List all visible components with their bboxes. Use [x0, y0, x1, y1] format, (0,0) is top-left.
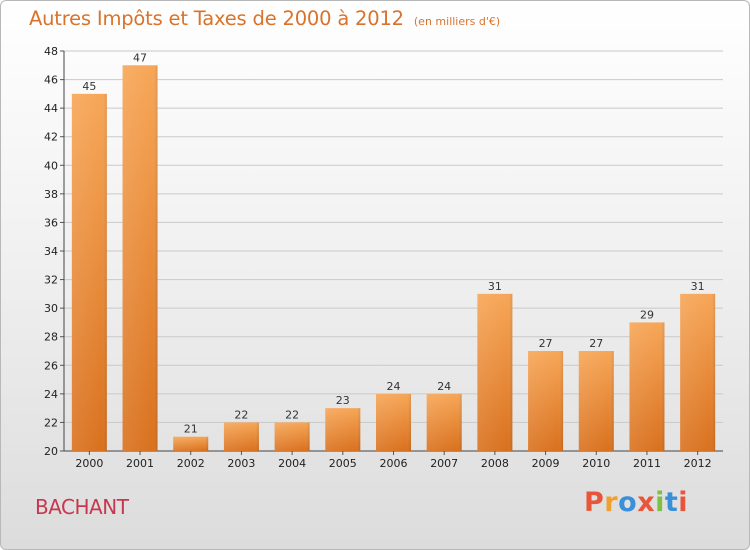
y-tick-label: 24: [44, 388, 58, 401]
data-label-2000: 45: [82, 80, 96, 93]
bar-shade-2001: [122, 65, 158, 452]
x-tick-label-2006: 2006: [380, 457, 408, 470]
bar-shade-2003: [223, 422, 259, 451]
commune-name: BACHANT: [35, 495, 129, 519]
data-labels: 45 47 21 22 22 23 24 24 31 27 27 29 31: [82, 51, 704, 435]
y-tick-label: 20: [44, 445, 58, 458]
x-tick-label-2010: 2010: [582, 457, 610, 470]
data-label-2002: 21: [184, 423, 198, 436]
y-tick-label: 34: [44, 245, 58, 258]
data-label-2012: 31: [691, 280, 705, 293]
y-tick-label: 48: [44, 45, 58, 58]
x-tick-label-2012: 2012: [684, 457, 712, 470]
bar-shade-2007: [426, 393, 462, 451]
data-label-2008: 31: [488, 280, 502, 293]
x-tick-label-2002: 2002: [177, 457, 205, 470]
proxiti-logo[interactable]: Proxiti: [584, 487, 688, 518]
x-tick-label-2003: 2003: [227, 457, 255, 470]
x-tick-labels: 2000 2001 2002 2003 2004 2005 2006 2007 2008 2009…: [75, 451, 712, 470]
data-label-2001: 47: [133, 51, 147, 64]
y-tick-label: 42: [44, 131, 58, 144]
logo-letter: P: [584, 487, 605, 518]
bars: [71, 65, 716, 452]
y-tick-label: 26: [44, 359, 58, 372]
x-tick-label-2000: 2000: [75, 457, 103, 470]
y-tick-label: 36: [44, 216, 58, 229]
bar-shade-2000: [71, 93, 107, 451]
logo-letter: i: [678, 487, 689, 518]
data-label-2005: 23: [336, 394, 350, 407]
data-label-2010: 27: [589, 337, 603, 350]
y-tick-label: 46: [44, 74, 58, 87]
bar-shade-2010: [578, 351, 614, 451]
bar-shade-2012: [680, 293, 716, 451]
bar-shade-2008: [477, 293, 513, 451]
data-label-2011: 29: [640, 308, 654, 321]
x-tick-label-2008: 2008: [481, 457, 509, 470]
y-tick-label: 40: [44, 159, 58, 172]
x-tick-label-2009: 2009: [532, 457, 560, 470]
y-tick-label: 32: [44, 274, 58, 287]
data-label-2003: 22: [234, 408, 248, 421]
chart-title: Autres Impôts et Taxes de 2000 à 2012 (en…: [29, 7, 500, 30]
bar-shade-2006: [376, 393, 411, 451]
y-tick-label: 44: [44, 102, 58, 115]
y-tick-label: 22: [44, 416, 58, 429]
y-tick-label: 38: [44, 188, 58, 201]
bar-shade-2011: [629, 322, 665, 451]
chart-unit: (en milliers d'€): [413, 15, 501, 28]
data-label-2007: 24: [437, 380, 451, 393]
chart-title-text: Autres Impôts et Taxes de 2000 à 2012: [29, 7, 404, 30]
logo-letter: r: [604, 487, 619, 518]
y-tick-label: 28: [44, 331, 58, 344]
data-label-2004: 22: [285, 408, 299, 421]
x-tick-label-2011: 2011: [633, 457, 661, 470]
logo-letter: t: [664, 487, 679, 518]
x-tick-label-2004: 2004: [278, 457, 306, 470]
logo-letter: o: [618, 487, 638, 518]
y-tick-label: 30: [44, 302, 58, 315]
logo-letter: i: [655, 487, 665, 518]
logo-letter: x: [637, 487, 656, 518]
bar-shade-2009: [528, 351, 564, 451]
data-label-2009: 27: [539, 337, 553, 350]
y-tick-labels: 20 22 24 26 28 30 32 34 36 38 40 42 44 46 48: [44, 45, 58, 458]
bar-shade-2005: [325, 408, 361, 451]
bar-shade-2004: [274, 422, 310, 451]
x-tick-label-2007: 2007: [430, 457, 458, 470]
bar-shade-2002: [173, 436, 209, 451]
x-tick-label-2001: 2001: [126, 457, 154, 470]
x-tick-label-2005: 2005: [329, 457, 357, 470]
data-label-2006: 24: [387, 380, 401, 393]
